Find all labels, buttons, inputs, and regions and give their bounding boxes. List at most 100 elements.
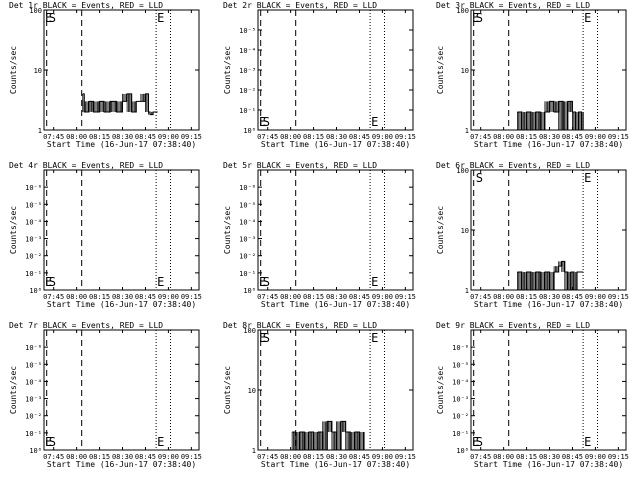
x-tick-label: 09:00: [585, 453, 606, 461]
start-marker-label: E: [259, 331, 266, 345]
x-tick-label: 08:45: [562, 133, 583, 141]
x-tick-label: 09:15: [608, 133, 629, 141]
y-tick-label: 10⁻¹: [239, 270, 256, 278]
x-tick-label: 08:45: [562, 293, 583, 301]
x-tick-label: 08:45: [349, 293, 370, 301]
series-line-events: [517, 100, 584, 131]
plot-frame: [43, 169, 200, 291]
start-marker-label: E: [259, 275, 266, 289]
y-tick-label: 10⁻¹: [239, 107, 256, 115]
chart-title: Det 6r BLACK = Events, RED = LLD: [436, 161, 590, 170]
start-marker-label: S: [263, 275, 270, 289]
x-tick-label: 09:00: [585, 293, 606, 301]
x-axis-label: Start Time (16-Jun-17 07:38:40): [261, 300, 410, 309]
y-tick-label: 10⁻⁵: [239, 201, 256, 209]
chart-title: Det 8r BLACK = Events, RED = LLD: [223, 321, 377, 330]
y-tick-label: 10⁻⁵: [25, 201, 42, 209]
y-tick-label: 10⁻²: [239, 87, 256, 95]
x-tick-label: 09:15: [608, 453, 629, 461]
y-tick-label: 10⁻⁵: [25, 361, 42, 369]
y-axis-label: Counts/sec: [9, 206, 18, 254]
x-tick-label: 08:00: [280, 293, 301, 301]
x-axis-label: Start Time (16-Jun-17 07:38:40): [47, 460, 196, 469]
y-tick-label: 10⁰: [29, 447, 42, 455]
chart-title: Det 3r BLACK = Events, RED = LLD: [436, 1, 590, 10]
x-tick-label: 08:15: [516, 453, 537, 461]
x-tick-label: 07:45: [43, 453, 64, 461]
y-tick-label: 10⁻³: [25, 236, 42, 244]
y-tick-label: 10⁻⁴: [452, 378, 469, 386]
y-tick-label: 100: [243, 327, 256, 335]
start-marker-label: S: [263, 115, 270, 129]
y-tick-label: 10⁰: [456, 447, 469, 455]
x-axis-label: Start Time (16-Jun-17 07:38:40): [474, 140, 623, 149]
start-marker-label: S: [263, 331, 270, 345]
y-axis-label: Counts/sec: [223, 46, 232, 94]
end-marker-label: E: [584, 11, 591, 25]
y-tick-label: 10⁻⁵: [239, 27, 256, 35]
x-tick-label: 09:15: [395, 453, 416, 461]
x-tick-label: 09:00: [372, 293, 393, 301]
end-marker-label: E: [157, 275, 164, 289]
start-marker-label: E: [472, 11, 479, 25]
x-tick-label: 08:15: [303, 293, 324, 301]
x-tick-label: 07:45: [470, 133, 491, 141]
x-tick-label: 09:15: [395, 133, 416, 141]
x-tick-label: 08:15: [516, 133, 537, 141]
y-tick-label: 10⁻⁴: [239, 47, 256, 55]
x-tick-label: 08:00: [493, 133, 514, 141]
x-tick-label: 09:15: [181, 133, 202, 141]
x-tick-label: 07:45: [470, 453, 491, 461]
y-tick-label: 10⁰: [243, 127, 256, 135]
x-tick-label: 08:00: [66, 453, 87, 461]
plot-frame: [257, 169, 414, 291]
x-tick-label: 08:30: [539, 293, 560, 301]
start-marker-label: S: [476, 171, 483, 185]
plot-frame: [470, 329, 627, 451]
y-axis-label: Counts/sec: [9, 366, 18, 414]
y-tick-label: 10⁻⁵: [452, 361, 469, 369]
x-tick-label: 07:45: [43, 133, 64, 141]
x-tick-label: 07:45: [257, 453, 278, 461]
y-tick-label: 10: [34, 67, 42, 75]
x-tick-label: 08:30: [112, 453, 133, 461]
y-tick-label: 1: [465, 287, 469, 295]
x-tick-label: 08:30: [326, 133, 347, 141]
x-tick-label: 08:00: [493, 453, 514, 461]
y-axis-label: Counts/sec: [223, 206, 232, 254]
chart-title: Det 5r BLACK = Events, RED = LLD: [223, 161, 377, 170]
end-marker-label: E: [371, 275, 378, 289]
start-marker-label: E: [45, 435, 52, 449]
chart-title: Det 7r BLACK = Events, RED = LLD: [9, 321, 163, 330]
y-tick-label: 10⁻⁴: [25, 378, 42, 386]
x-tick-label: 07:45: [470, 293, 491, 301]
x-tick-label: 08:45: [349, 453, 370, 461]
x-axis-label: Start Time (16-Jun-17 07:38:40): [261, 140, 410, 149]
x-tick-label: 08:15: [303, 133, 324, 141]
y-tick-label: 10⁰: [243, 287, 256, 295]
x-tick-label: 08:00: [280, 453, 301, 461]
y-tick-label: 10⁻¹: [25, 270, 42, 278]
x-tick-label: 08:15: [89, 453, 110, 461]
y-tick-label: 10⁻²: [239, 253, 256, 261]
x-tick-label: 09:15: [395, 293, 416, 301]
start-marker-label: S: [49, 435, 56, 449]
chart-title: Det 1r BLACK = Events, RED = LLD: [9, 1, 163, 10]
x-tick-label: 07:45: [257, 133, 278, 141]
x-tick-label: 09:00: [158, 293, 179, 301]
x-tick-label: 08:00: [493, 293, 514, 301]
x-tick-label: 08:45: [135, 293, 156, 301]
end-marker-label: E: [584, 171, 591, 185]
start-marker-label: S: [49, 11, 56, 25]
y-tick-label: 10⁻⁶: [25, 344, 42, 352]
x-tick-label: 08:45: [562, 453, 583, 461]
y-tick-label: 10⁻¹: [452, 430, 469, 438]
x-axis-label: Start Time (16-Jun-17 07:38:40): [47, 140, 196, 149]
